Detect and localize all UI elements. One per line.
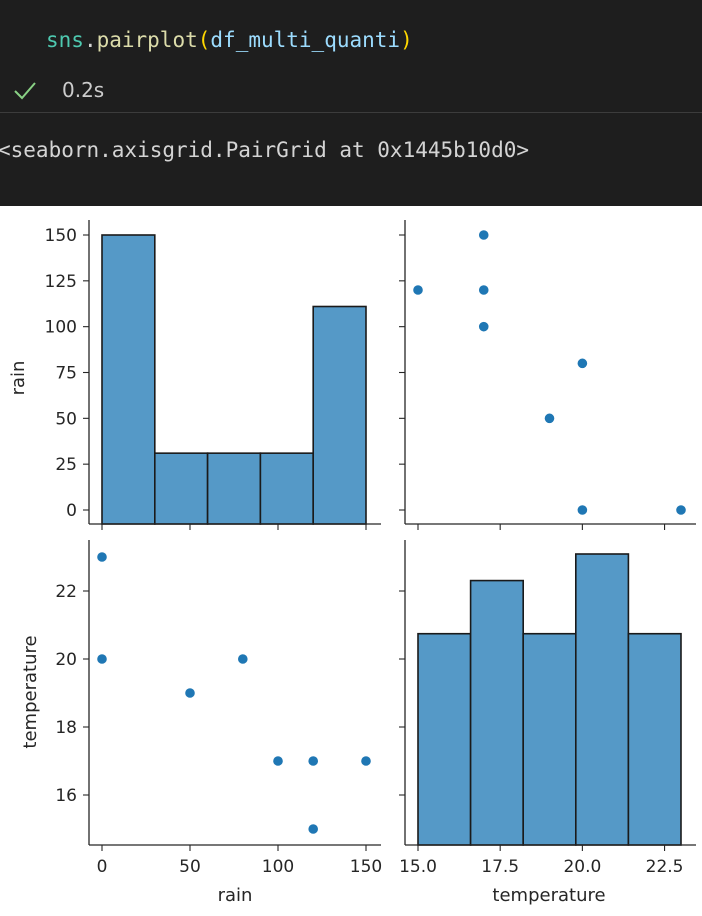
- scatter-point-rain-vs-temperature: [237, 653, 249, 665]
- rain-y-tick-label: 50: [55, 409, 77, 429]
- temperature-y-tick-label: 16: [55, 786, 77, 806]
- code-close-paren: ): [400, 28, 413, 52]
- scatter-point-temperature-vs-rain: [543, 412, 556, 424]
- rain-y-tick-label: 25: [55, 455, 77, 475]
- temperature-hist-bar: [574, 553, 630, 846]
- rain-y-tick-label: 150: [45, 226, 77, 246]
- code-function: pairplot: [96, 28, 198, 52]
- temperature-y-tick-label: 20: [55, 650, 77, 670]
- scatter-point-rain-vs-temperature: [184, 687, 196, 699]
- rain-x-tick-label: 100: [262, 857, 294, 877]
- output-text: <seaborn.axisgrid.PairGrid at 0x1445b10d…: [0, 138, 530, 162]
- rain-hist-bar: [259, 452, 314, 525]
- output-divider: [0, 112, 702, 113]
- scatter-point-rain-vs-temperature: [307, 755, 319, 767]
- scatter-point-temperature-vs-rain: [675, 504, 687, 516]
- x-axis-label-temperature: temperature: [492, 885, 605, 906]
- rain-y-tick-label: 125: [45, 272, 77, 292]
- rain-x-tick-label: 50: [179, 857, 201, 877]
- rain-y-tick-label: 75: [55, 364, 77, 384]
- temperature-hist-bar: [627, 632, 682, 846]
- temperature-hist-bar: [469, 579, 525, 846]
- axes-layer: [83, 220, 696, 851]
- y-axis-label-temperature: temperature: [20, 635, 41, 748]
- y-axis-label-rain: rain: [8, 361, 29, 396]
- tick-label-layer: 0 25 50 75 100 125 150 16 18 20 22 0 50 100 150 15.0 17.…: [8, 226, 683, 906]
- scatter-point-temperature-vs-rain: [478, 284, 490, 296]
- temperature-y-tick-label: 18: [55, 718, 77, 738]
- temperature-x-tick-label: 17.5: [481, 857, 519, 877]
- rain-hist-bar: [154, 452, 209, 525]
- temperature-x-tick-label: 15.0: [399, 857, 437, 877]
- rain-hist-bar: [206, 452, 262, 525]
- temperature-hist-bar: [522, 632, 577, 846]
- rain-x-tick-label: 0: [97, 857, 108, 877]
- histogram-layer: [101, 234, 682, 846]
- rain-y-tick-label: 100: [45, 318, 77, 338]
- scatter-point-temperature-vs-rain: [576, 357, 588, 369]
- scatter-point-rain-vs-temperature: [272, 755, 284, 767]
- scatter-point-temperature-vs-rain: [576, 504, 588, 516]
- rain-x-tick-label: 150: [350, 857, 382, 877]
- scatter-point-rain-vs-temperature: [360, 755, 372, 767]
- rain-hist-bar: [101, 234, 156, 525]
- temperature-x-tick-label: 22.5: [646, 857, 684, 877]
- pairplot-figure: 0 25 50 75 100 125 150 16 18 20 22 0 50 100 150 15.0 17.…: [8, 220, 696, 906]
- code-open-paren: (: [197, 28, 211, 52]
- scatter-point-temperature-vs-rain: [478, 229, 490, 241]
- notebook-cell: sns.pairplot(df_multi_quanti) 0.2s <seab…: [0, 0, 702, 206]
- temperature-y-tick-label: 22: [55, 582, 77, 602]
- rain-hist-bar: [312, 305, 367, 525]
- code-line[interactable]: sns.pairplot(df_multi_quanti): [46, 28, 413, 52]
- code-module: sns: [46, 28, 84, 52]
- scatter-point-temperature-vs-rain: [412, 284, 424, 296]
- scatter-point-rain-vs-temperature: [307, 823, 319, 835]
- scatter-layer: [96, 229, 687, 835]
- temperature-x-tick-label: 20.0: [563, 857, 601, 877]
- execution-time: 0.2s: [62, 78, 105, 102]
- rain-y-tick-label: 0: [66, 501, 77, 521]
- scatter-point-rain-vs-temperature: [96, 653, 108, 665]
- temperature-hist-bar: [417, 632, 472, 846]
- check-icon: [14, 82, 36, 100]
- code-argument: df_multi_quanti: [210, 28, 401, 52]
- scatter-point-rain-vs-temperature: [96, 551, 108, 563]
- scatter-point-temperature-vs-rain: [478, 321, 490, 333]
- code-dot: .: [83, 28, 97, 52]
- x-axis-label-rain: rain: [218, 885, 253, 906]
